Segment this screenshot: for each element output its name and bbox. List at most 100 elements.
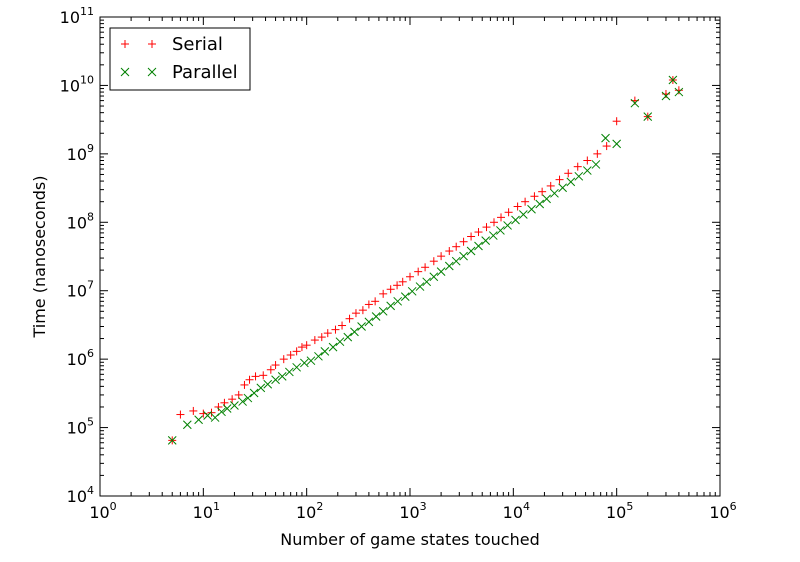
data-point-parallel [503,221,512,230]
data-point-parallel [335,337,345,347]
data-point-serial [240,380,249,389]
data-point-serial [286,350,295,359]
y-tick-label: 108 [67,210,94,232]
data-point-serial [583,156,592,165]
data-point-parallel [674,87,684,97]
legend-box [109,27,251,91]
x-tick-label: 105 [606,500,633,522]
data-point-parallel [601,133,610,143]
data-point-parallel [558,183,567,193]
x-tick-label: 103 [399,500,426,522]
legend: Serial Parallel [109,27,251,91]
data-point-parallel [203,411,212,420]
data-point-parallel [364,317,374,327]
data-point-parallel [393,296,403,306]
series-serial [168,76,683,445]
data-point-parallel [400,292,410,301]
data-point-serial [266,365,275,374]
data-point-parallel [612,139,622,149]
data-point-parallel [357,322,366,331]
data-point-parallel [217,407,226,417]
data-point-parallel [194,415,203,425]
data-point-serial [371,297,380,306]
data-point-parallel [566,177,576,187]
data-point-serial [310,336,319,345]
data-point-parallel [350,327,359,337]
data-point-serial [386,285,395,294]
data-point-parallel [643,112,653,121]
data-point-parallel [661,91,671,101]
x-tick-label: 104 [503,500,530,522]
y-tick-label: 106 [67,347,94,369]
data-point-serial [573,162,582,171]
data-point-serial [674,86,683,95]
data-point-parallel [167,436,177,445]
data-point-serial [521,197,530,206]
data-point-parallel [511,215,520,225]
data-point-serial [546,181,555,190]
legend-entry-parallel: Parallel [120,62,238,83]
data-point-parallel [371,312,381,321]
legend-items: Serial Parallel [120,34,238,83]
data-point-serial [331,325,340,334]
data-point-serial [421,263,430,272]
data-point-serial [530,192,539,201]
data-point-parallel [535,199,545,209]
data-point-serial [437,252,446,261]
data-point-serial [564,169,573,178]
data-point-serial [279,355,288,364]
data-point-serial [474,228,483,237]
data-point-parallel [451,256,461,266]
data-point-serial [214,402,223,411]
data-point-serial [297,343,306,352]
data-point-serial [302,341,311,350]
data-point-parallel [518,210,528,219]
data-point-serial [467,232,476,241]
data-point-serial [602,142,611,151]
axis-ticks-layer: 100 101 102 103 104 105 106 104 105 106 107 108 109 1… [60,5,737,522]
data-point-parallel [496,226,505,235]
data-point-serial [398,277,407,286]
data-point-serial [429,257,438,266]
data-point-serial [661,89,670,98]
data-point-parallel [630,98,640,108]
data-point-parallel [328,342,338,352]
data-point-serial [393,281,402,290]
data-point-parallel [277,372,287,381]
data-point-parallel [378,306,388,316]
data-point-serial [351,309,360,318]
series-parallel [167,75,684,445]
data-point-serial [176,410,185,419]
data-point-parallel [466,246,476,256]
data-point-parallel [415,282,425,291]
data-point-serial [259,371,268,380]
legend-marker [147,67,157,77]
data-point-parallel [314,351,323,361]
data-point-parallel [422,277,432,287]
data-point-parallel [527,204,536,214]
data-point-serial [612,117,621,126]
data-point-parallel [488,231,498,240]
data-points-layer [167,75,684,445]
data-point-parallel [320,346,330,356]
data-point-parallel [271,375,280,385]
y-tick-label: 104 [67,484,94,506]
data-point-serial [482,223,491,232]
data-point-serial [379,289,388,298]
data-point-parallel [550,188,559,198]
data-point-parallel [574,171,584,181]
data-point-parallel [407,286,417,296]
data-point-parallel [668,75,678,85]
data-point-serial [189,406,198,415]
legend-marker [148,40,156,48]
x-tick-label: 102 [296,500,323,522]
data-point-parallel [481,236,491,245]
data-point-parallel [459,251,468,261]
data-point-serial [593,149,602,158]
x-tick-label: 100 [89,500,116,522]
x-tick-label: 106 [709,500,736,522]
legend-label: Serial [172,34,223,55]
data-point-serial [317,333,326,342]
data-point-serial [459,237,468,246]
data-point-parallel [230,401,239,410]
